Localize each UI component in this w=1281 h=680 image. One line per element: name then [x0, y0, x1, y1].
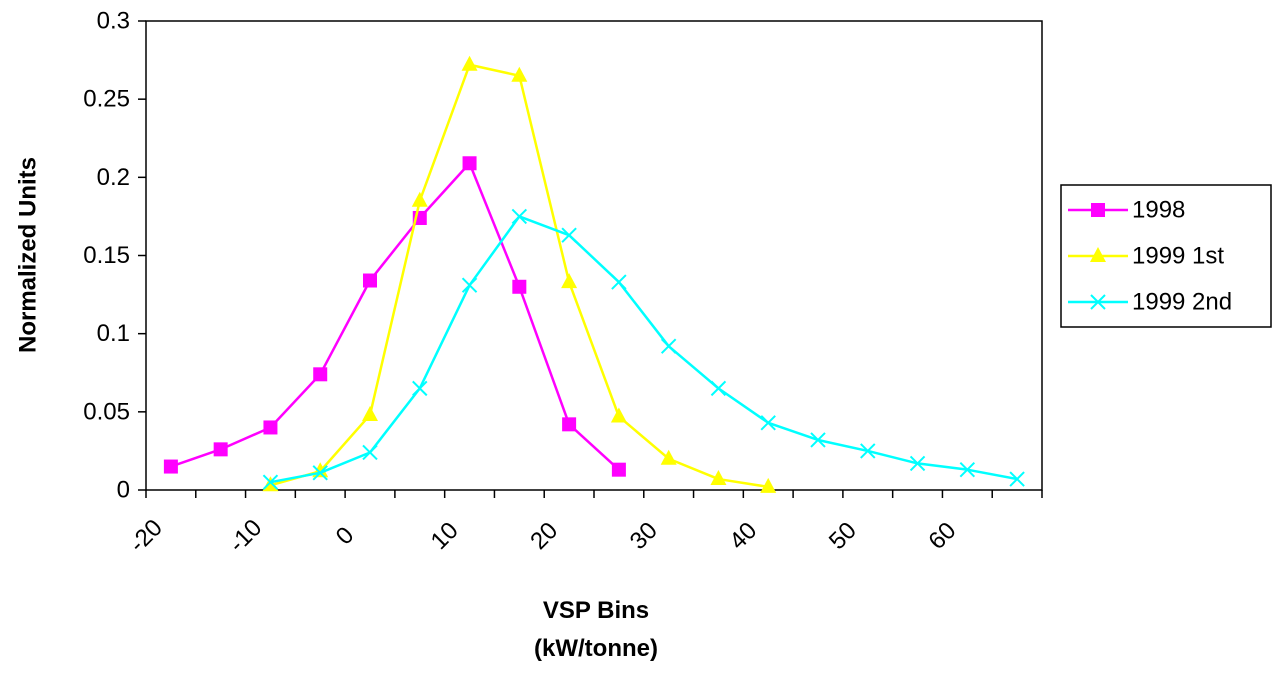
legend-item: 1998 [1068, 197, 1185, 224]
data-point [411, 191, 428, 207]
data-point [611, 274, 627, 290]
data-point [610, 407, 627, 423]
x-tick-label: 20 [525, 517, 563, 555]
data-point [760, 477, 777, 493]
data-point [362, 444, 378, 461]
data-point [362, 405, 378, 421]
data-point [561, 273, 578, 289]
data-point [363, 273, 377, 288]
x-tick-label: 30 [625, 517, 663, 555]
data-point [860, 443, 876, 459]
y-tick-label: 0.2 [97, 164, 130, 191]
legend: 1998 1999 1st 1999 2nd [1060, 184, 1272, 328]
data-point [909, 455, 926, 472]
data-point [1009, 471, 1025, 487]
y-tick-label: 0.15 [83, 242, 130, 269]
legend-marker [1091, 203, 1105, 217]
x-tick-label: 0 [331, 522, 360, 551]
series [163, 55, 1025, 493]
legend-label: 1999 2nd [1132, 289, 1232, 316]
series-line [170, 162, 620, 471]
data-point [611, 462, 626, 477]
series-line [270, 215, 1018, 484]
x-tick-label: 50 [824, 517, 862, 555]
data-point [959, 461, 976, 478]
data-point [710, 380, 727, 397]
data-point [810, 432, 826, 448]
data-point [660, 449, 677, 465]
series-3 [262, 208, 1025, 490]
legend-item: 1999 2nd [1068, 289, 1232, 316]
x-tick-label: -20 [124, 514, 168, 558]
x-tick-label: 10 [426, 517, 464, 555]
data-point [462, 156, 477, 171]
y-tick-label: 0.1 [97, 320, 130, 347]
legend-label: 1999 1st [1132, 243, 1224, 270]
y-tick-label: 0.3 [97, 8, 130, 35]
data-point [263, 420, 278, 435]
data-point [660, 338, 677, 354]
legend-label: 1998 [1132, 197, 1185, 224]
data-point [461, 55, 478, 71]
x-axis-title-line-1: VSP Bins [543, 597, 649, 624]
series-1 [163, 156, 626, 477]
data-point [262, 474, 279, 490]
data-point [561, 227, 577, 243]
x-tick-label: 60 [923, 517, 961, 555]
data-point [562, 417, 577, 432]
data-point [512, 279, 527, 294]
legend-item: 1999 1st [1068, 243, 1224, 270]
data-point [313, 367, 328, 382]
data-point [163, 459, 178, 474]
data-point [710, 470, 727, 486]
data-point [312, 465, 328, 481]
data-point [511, 66, 528, 82]
x-axis-title-line-2: (kW/tonne) [534, 635, 658, 662]
plot-area [145, 20, 1043, 491]
x-tick-label: -10 [224, 514, 268, 558]
legend-marker [1090, 294, 1106, 310]
data-point [213, 442, 228, 457]
y-tick-label: 0 [117, 477, 130, 504]
data-point [412, 380, 428, 397]
x-tick-label: 40 [724, 517, 762, 555]
y-axis-title: Normalized Units [15, 157, 42, 353]
axes: 0 0.05 0.1 0.15 0.2 0.25 0.3 -20 -10 0 10 20 30 40 50 6… [83, 8, 1043, 558]
y-tick-label: 0.05 [83, 398, 130, 425]
y-tick-label: 0.25 [83, 86, 130, 113]
data-point [511, 208, 528, 225]
legend-marker [1090, 247, 1106, 262]
data-point [461, 277, 478, 293]
data-point [760, 415, 776, 431]
